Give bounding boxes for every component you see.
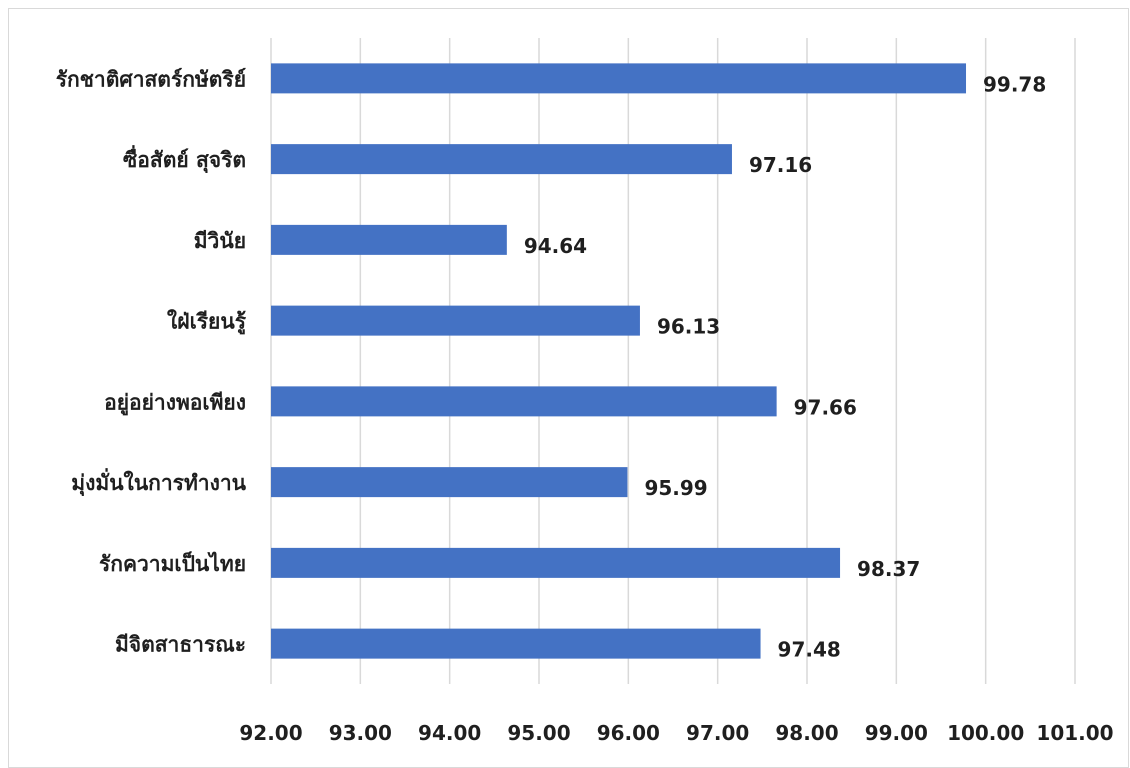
x-tick-label: 95.00 <box>507 721 570 745</box>
data-label: 96.13 <box>657 315 720 339</box>
category-label: อยู่อย่างพอเพียง <box>104 390 246 416</box>
data-label: 97.66 <box>794 395 857 419</box>
bar <box>271 386 777 417</box>
x-tick-label: 92.00 <box>239 721 302 745</box>
x-tick-label: 100.00 <box>947 721 1024 745</box>
x-tick-label: 96.00 <box>597 721 660 745</box>
category-label: ใฝ่เรียนรู้ <box>167 309 247 336</box>
category-label: รักชาติศาสตร์กษัตริย์ <box>56 67 246 91</box>
bar <box>271 224 507 255</box>
data-label: 94.64 <box>524 234 587 258</box>
x-tick-label: 99.00 <box>865 721 928 745</box>
x-tick-label: 97.00 <box>686 721 749 745</box>
data-label: 98.37 <box>857 557 920 581</box>
bar <box>271 305 640 336</box>
category-label: ซื่อสัตย์ สุจริต <box>123 144 246 174</box>
x-tick-label: 94.00 <box>418 721 481 745</box>
bar <box>271 547 841 578</box>
data-labels: 99.78 97.16 94.64 96.13 97.66 95.99 98.37 97.48 <box>524 72 1046 661</box>
x-tick-label: 101.00 <box>1036 721 1113 745</box>
x-tick-label: 98.00 <box>775 721 838 745</box>
category-label: มีจิตสาธารณะ <box>115 633 246 657</box>
data-label: 97.16 <box>749 153 812 177</box>
data-label: 99.78 <box>983 72 1046 96</box>
x-tick-label: 93.00 <box>329 721 392 745</box>
bar <box>271 628 761 659</box>
bar <box>271 63 967 94</box>
data-label: 95.99 <box>644 476 707 500</box>
bar <box>271 467 628 498</box>
x-axis-tick-labels: 92.00 93.00 94.00 95.00 96.00 97.00 98.00 99.00… <box>239 721 1113 745</box>
category-label: มีวินัย <box>194 229 246 253</box>
category-labels: รักชาติศาสตร์กษัตริย์ซื่อสัตย์ สุจริตมีว… <box>56 67 247 656</box>
category-label: มุ่งมั่นในการทำงาน <box>71 467 246 497</box>
category-label: รักความเป็นไทย <box>99 550 246 576</box>
bars <box>271 63 967 659</box>
bar <box>271 144 732 175</box>
grid-lines <box>270 38 1076 684</box>
data-label: 97.48 <box>778 638 841 662</box>
